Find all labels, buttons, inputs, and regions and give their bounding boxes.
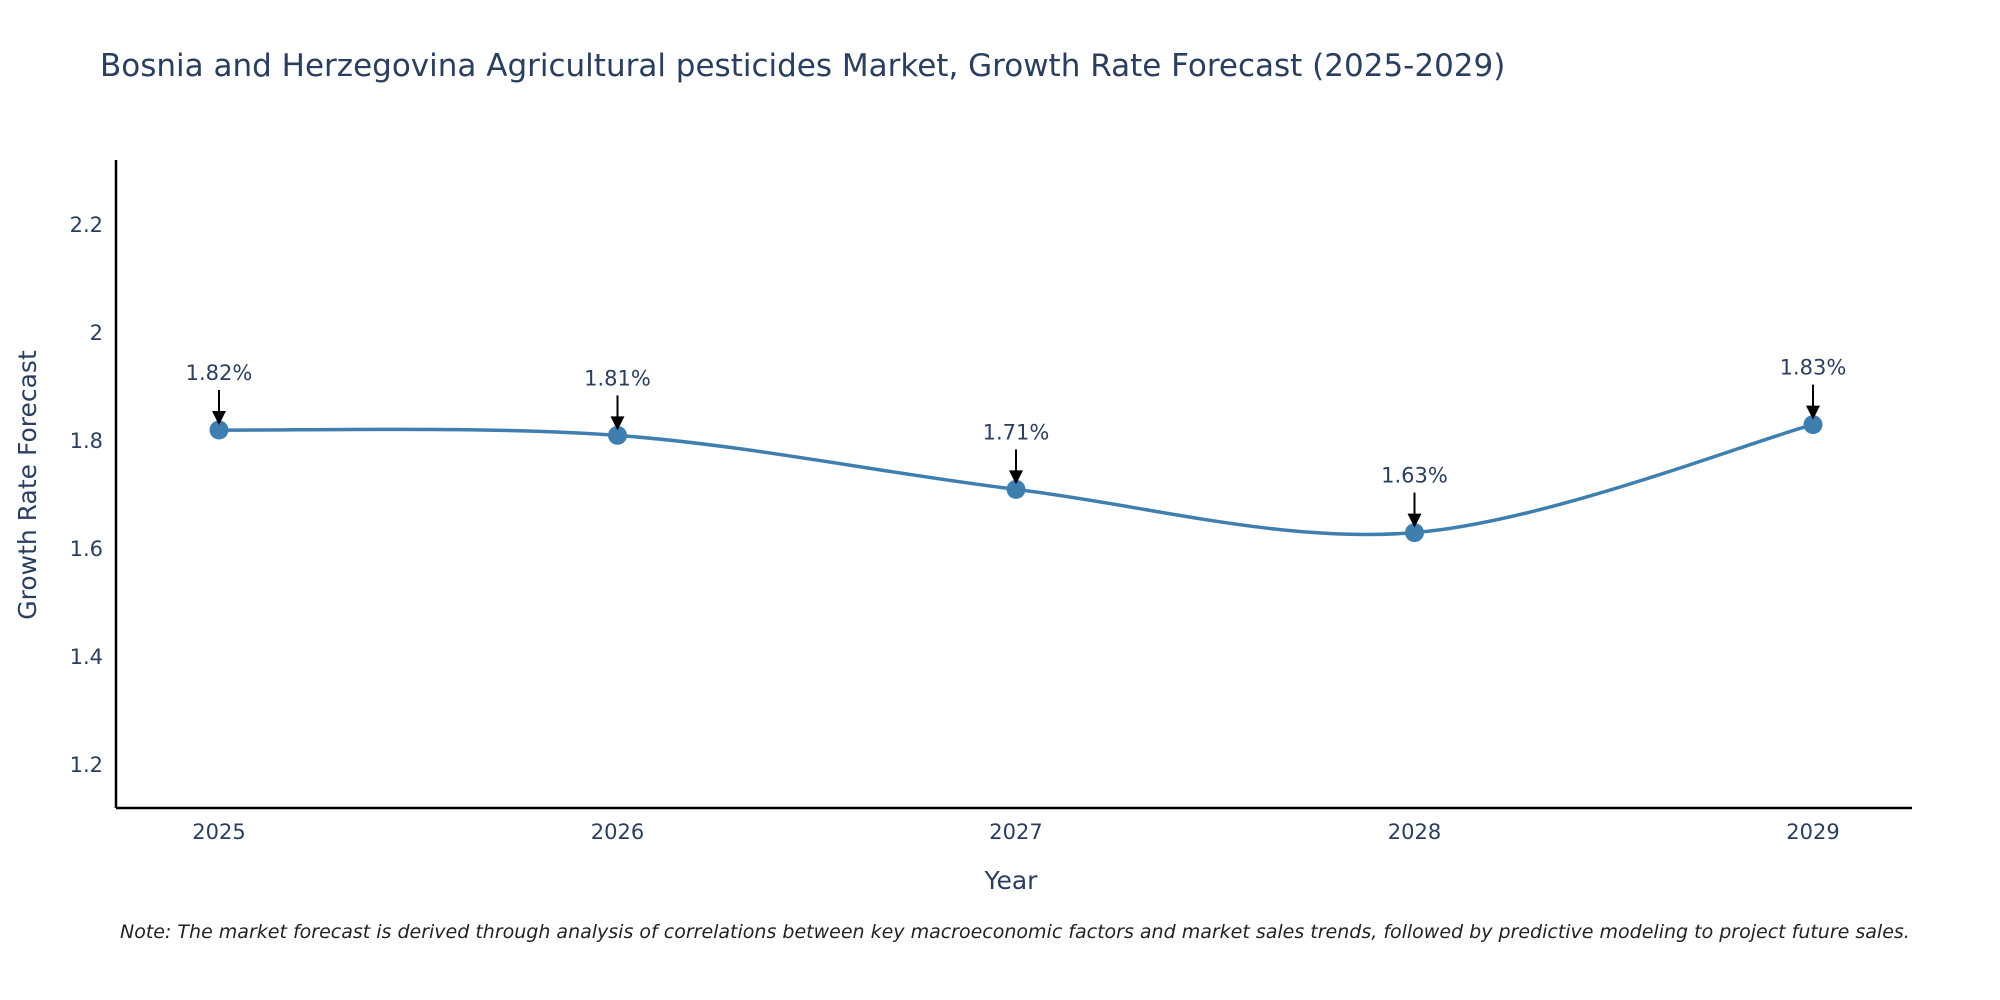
y-axis-title: Growth Rate Forecast xyxy=(13,350,42,620)
x-tick-label: 2029 xyxy=(1786,820,1839,844)
axes xyxy=(114,160,1912,810)
data-label: 1.81% xyxy=(584,366,651,390)
markers xyxy=(209,415,1823,543)
annotations: 1.82% 1.81% 1.71% 1.63% 1.83% xyxy=(186,356,1847,528)
data-point xyxy=(1803,415,1823,435)
y-tick-label: 1.8 xyxy=(70,429,103,453)
x-ticks: 2025 2026 2027 2028 2029 xyxy=(192,820,1839,844)
data-point xyxy=(1006,479,1026,499)
x-tick-label: 2027 xyxy=(989,820,1042,844)
annotation-arrowhead xyxy=(212,411,226,425)
annotation-arrowhead xyxy=(1806,405,1820,420)
data-label: 1.63% xyxy=(1381,464,1448,488)
chart-note: Note: The market forecast is derived thr… xyxy=(120,921,1910,943)
annotation-arrowhead xyxy=(610,416,625,431)
y-ticks: 1.2 1.4 1.6 1.8 2 2.2 xyxy=(70,213,103,777)
data-label: 1.71% xyxy=(983,420,1050,444)
x-axis-title: Year xyxy=(984,866,1039,895)
annotation-arrowhead xyxy=(1407,513,1422,528)
x-tick-label: 2025 xyxy=(192,820,245,844)
y-tick-label: 1.2 xyxy=(70,753,103,777)
y-tick-label: 2.2 xyxy=(70,213,103,237)
data-point xyxy=(209,420,229,440)
data-label: 1.83% xyxy=(1780,356,1847,380)
data-point xyxy=(1405,523,1424,543)
data-label: 1.82% xyxy=(186,361,253,385)
x-tick-label: 2026 xyxy=(591,820,644,844)
y-tick-label: 2 xyxy=(90,321,103,345)
y-tick-label: 1.4 xyxy=(70,645,103,669)
y-tick-label: 1.6 xyxy=(70,537,103,561)
annotation-arrowhead xyxy=(1009,470,1023,485)
x-tick-label: 2028 xyxy=(1388,820,1441,844)
data-point xyxy=(608,425,627,445)
chart-title: Bosnia and Herzegovina Agricultural pest… xyxy=(100,48,1506,84)
